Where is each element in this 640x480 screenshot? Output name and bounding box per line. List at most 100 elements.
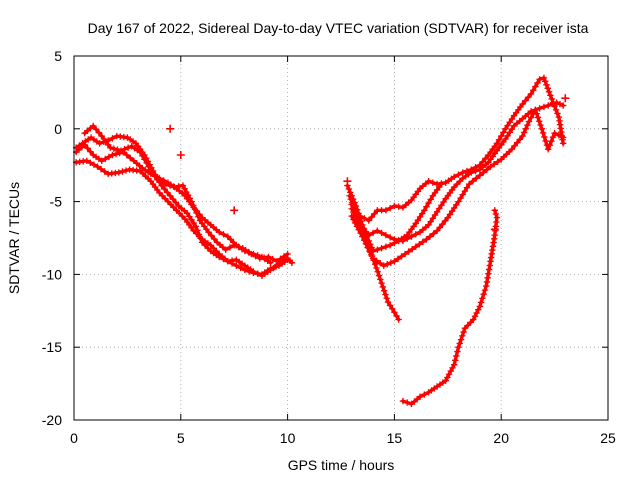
data-point — [373, 264, 380, 272]
data-point — [483, 166, 491, 173]
data-point — [516, 136, 524, 143]
data-point — [476, 162, 484, 169]
data-point — [347, 189, 354, 196]
data-point — [538, 125, 545, 132]
data-point — [468, 166, 475, 173]
data-point — [447, 367, 454, 375]
data-point — [421, 391, 428, 398]
data-point — [179, 182, 187, 189]
data-point — [119, 168, 126, 175]
data-point — [267, 265, 274, 272]
data-point — [483, 282, 490, 290]
data-point — [490, 161, 498, 168]
data-point — [416, 213, 424, 221]
data-point — [461, 325, 469, 332]
data-point — [500, 129, 507, 136]
data-point — [112, 150, 120, 158]
data-point — [378, 244, 385, 252]
data-point — [87, 159, 94, 166]
data-point — [170, 204, 177, 211]
series-line — [349, 100, 565, 243]
outlier-point — [561, 94, 570, 103]
data-point — [156, 175, 163, 182]
data-point — [525, 94, 532, 101]
data-point — [480, 169, 487, 176]
data-point — [384, 261, 391, 268]
data-point — [366, 247, 373, 255]
data-point — [110, 145, 118, 152]
series-track-2 — [72, 157, 291, 278]
data-point — [559, 134, 567, 141]
data-point — [451, 173, 458, 181]
data-point — [480, 291, 487, 298]
data-point — [119, 148, 127, 156]
data-point — [504, 122, 511, 129]
data-point — [451, 204, 458, 212]
data-point — [357, 229, 364, 237]
data-point — [519, 132, 526, 140]
data-point — [145, 163, 152, 170]
data-point — [525, 118, 533, 125]
data-point — [386, 234, 394, 241]
data-point — [519, 100, 526, 108]
data-point — [271, 263, 278, 271]
data-point — [102, 155, 109, 163]
data-point — [524, 121, 531, 129]
series-track-8 — [348, 74, 567, 224]
data-point — [485, 266, 493, 273]
data-point — [504, 132, 511, 139]
data-point — [545, 88, 553, 96]
data-point — [365, 237, 372, 245]
y-tick-label: 0 — [54, 121, 62, 137]
data-point — [386, 302, 394, 309]
data-point — [423, 236, 430, 243]
data-point — [533, 110, 540, 117]
y-axis-title: SDTVAR / TECUs — [6, 182, 22, 294]
data-point — [245, 268, 253, 275]
data-point — [412, 231, 419, 238]
data-point — [250, 250, 257, 258]
data-point — [451, 183, 458, 191]
data-point — [534, 114, 542, 121]
data-point — [444, 374, 451, 381]
data-point — [455, 344, 462, 351]
data-point — [173, 207, 180, 214]
data-point — [228, 260, 236, 267]
data-point — [421, 207, 428, 214]
data-point — [353, 223, 361, 230]
data-point — [382, 291, 389, 298]
series-line — [349, 76, 565, 223]
data-point — [161, 195, 169, 202]
data-point — [391, 202, 398, 210]
data-point — [433, 208, 441, 215]
data-point — [254, 252, 261, 259]
data-point — [463, 184, 471, 191]
data-point — [559, 140, 567, 147]
series-line — [349, 108, 565, 268]
data-point — [172, 199, 180, 206]
data-point — [446, 211, 454, 218]
data-point — [227, 236, 234, 243]
data-point — [549, 133, 557, 141]
data-point — [374, 268, 381, 275]
chart-title: Day 167 of 2022, Sidereal Day-to-day VTE… — [88, 20, 589, 36]
data-point — [452, 357, 459, 364]
data-point — [362, 240, 370, 248]
data-point — [418, 210, 426, 217]
data-point — [476, 303, 484, 310]
data-point — [123, 151, 130, 159]
data-point — [404, 235, 411, 242]
data-point — [241, 247, 249, 255]
data-point — [453, 201, 460, 209]
data-point — [124, 144, 132, 151]
data-point — [539, 129, 547, 137]
data-point — [542, 78, 549, 85]
data-point — [544, 145, 552, 153]
data-point — [416, 393, 424, 400]
data-point — [540, 103, 548, 111]
data-point — [472, 164, 479, 171]
data-point — [387, 259, 395, 266]
data-point — [179, 212, 186, 220]
data-point — [431, 211, 439, 219]
data-point — [166, 192, 174, 199]
